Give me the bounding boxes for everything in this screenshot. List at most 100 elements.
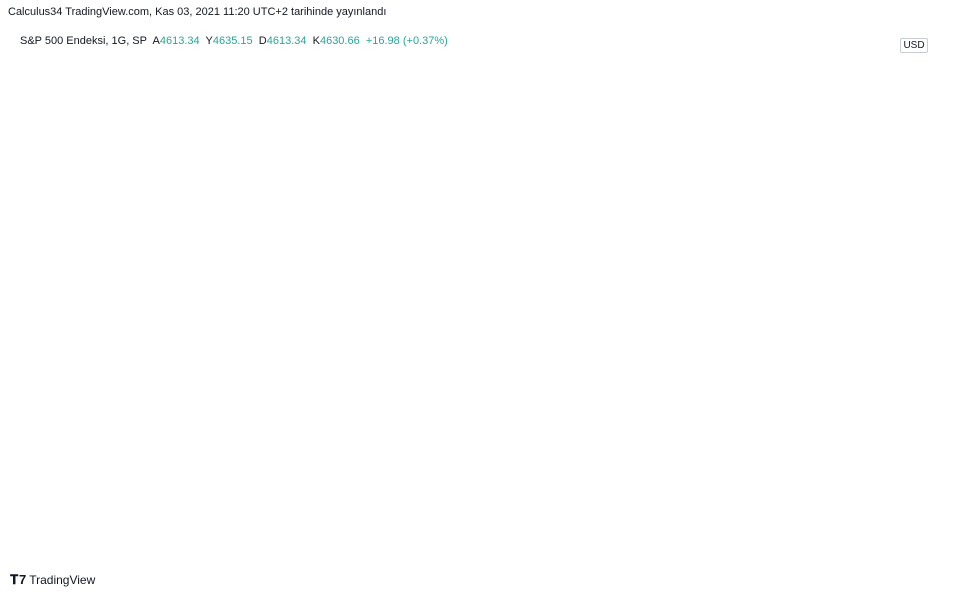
price-candle-body — [326, 307, 330, 317]
cycle-marker-label: 2 — [440, 520, 446, 531]
tv-logo-icon: 𝐓 7 — [10, 572, 26, 587]
price-candle-body — [125, 392, 130, 406]
price-candle-body — [10, 503, 14, 505]
price-level-tag — [881, 268, 943, 284]
gann-ellipse — [164, 70, 706, 482]
price-candle-body — [496, 251, 501, 253]
price-candle-body — [235, 353, 239, 360]
symbol-name[interactable]: S&P 500 Endeksi, 1G, SP — [20, 35, 147, 47]
price-candle-body — [308, 325, 312, 341]
price-level-tag-text: 4759.25 — [892, 219, 932, 231]
price-candle-body — [563, 272, 568, 277]
gann-fan-line — [10, 79, 876, 466]
y-tick-label: 5750.00 — [895, 116, 932, 127]
price-candle-body — [83, 438, 87, 444]
projection-level-label: (4210.57) — [822, 287, 865, 298]
price-candle-body — [143, 410, 148, 424]
projection-level-label: (3735.83) — [822, 353, 865, 364]
x-tick-label: Eki — [187, 543, 202, 555]
price-candle-body — [283, 327, 288, 333]
price-candle-body — [131, 405, 136, 416]
gann-fan-line — [209, 20, 661, 535]
open-label: A — [152, 35, 160, 47]
symbol-legend[interactable]: S&P 500 Endeksi, 1G, SP A4613.34 Y4635.1… — [20, 35, 448, 47]
price-level-tag — [881, 365, 943, 382]
gann-ellipse — [39, 20, 831, 535]
price-candle-body — [71, 450, 75, 453]
tradingview-footer[interactable]: 𝐓 7 TradingView — [10, 572, 95, 588]
gann-fan-line — [10, 84, 876, 471]
price-candle-body — [387, 288, 391, 295]
price-candle-body — [34, 479, 39, 487]
price-candle-body — [368, 288, 373, 299]
price-level-tag-text: 4330.63 — [892, 271, 932, 283]
price-candle-body — [295, 333, 300, 347]
price-candle-body — [332, 302, 337, 308]
price-candle-body — [393, 286, 397, 289]
price-candle-body — [557, 271, 561, 277]
price-candle-body — [162, 425, 166, 429]
price-candle-body — [350, 292, 355, 297]
y-tick-label: 6000.00 — [895, 93, 932, 104]
price-level-tag-text: 5406.19 — [892, 149, 932, 161]
projection-level-label: (4775.12) — [822, 218, 865, 229]
price-candle-body — [417, 273, 422, 283]
price-candle-body — [259, 336, 264, 341]
projection-level-label: (3299.58) — [822, 421, 865, 432]
price-level-tag — [881, 460, 943, 476]
gann-ellipse — [114, 43, 756, 509]
gann-ellipse — [359, 230, 511, 322]
y-tick-label: 4250.00 — [895, 282, 932, 293]
diagonal-line — [699, 20, 876, 161]
price-level-tag — [881, 125, 943, 142]
y-tick-label: 4500.00 — [895, 251, 932, 262]
price-candle-body — [466, 258, 470, 267]
price-candle-body — [168, 415, 172, 426]
price-level-tag-text: 2912.73 — [892, 489, 932, 501]
price-candle-body — [618, 239, 622, 243]
price-candle-body — [454, 259, 458, 263]
price-level-tag — [881, 184, 943, 201]
price-candle-body — [490, 252, 495, 259]
price-candle-body — [95, 433, 99, 444]
gann-ellipse — [244, 135, 626, 417]
price-level-tag — [881, 216, 943, 233]
price-level-tag — [881, 324, 943, 341]
watermark-box — [390, 338, 568, 368]
price-level-tag — [881, 111, 943, 128]
price-candle-body — [411, 282, 416, 291]
price-candle-body — [472, 257, 476, 259]
price-candle-body — [447, 262, 452, 265]
price-candle-body — [40, 479, 45, 485]
price-candle-body — [356, 292, 361, 296]
price-candle-body — [435, 267, 440, 272]
price-candle-body — [587, 258, 592, 268]
y-tick-label: 5000.00 — [895, 193, 932, 204]
price-candle-body — [150, 410, 154, 416]
price-candle-body — [174, 405, 178, 416]
gann-fan-line — [129, 20, 741, 535]
gann-ellipse — [10, 20, 861, 535]
price-candle-body — [375, 286, 379, 289]
price-candle-body — [502, 251, 507, 257]
purple-triangle — [119, 116, 876, 535]
price-candle-body — [77, 443, 81, 453]
close-label: K — [312, 35, 320, 47]
y-tick-label: 4000.00 — [895, 316, 932, 327]
price-candle-body — [204, 371, 209, 381]
price-candle-body — [441, 264, 446, 272]
low-value: 4613.34 — [266, 35, 307, 47]
y-tick-label: 5250.00 — [895, 166, 932, 177]
projection-level-label: (2824.84) — [822, 506, 865, 517]
price-candle-body — [192, 385, 197, 396]
price-candle-body — [16, 497, 20, 504]
close-value: 4630.66 — [319, 35, 360, 47]
price-candle-body — [180, 402, 185, 406]
watermark-tagline: calculator — [410, 341, 513, 368]
price-level-tag-text: 5611.31 — [892, 129, 931, 141]
x-tick-label: Tem — [863, 543, 884, 555]
gann-drawings — [10, 20, 876, 535]
currency-badge[interactable]: USD — [900, 38, 928, 53]
price-level-tag-text: 3626.47 — [892, 368, 932, 380]
